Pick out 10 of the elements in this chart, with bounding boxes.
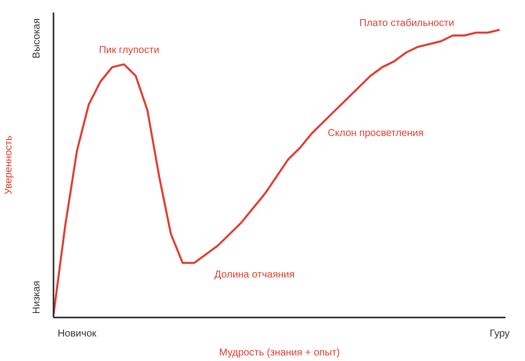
x-axis-title: Мудрость (знания + опыт) bbox=[219, 348, 340, 358]
text: Низкая bbox=[32, 280, 42, 314]
x-tick-label: Новичок bbox=[58, 328, 98, 340]
annotation: Склон просветления bbox=[328, 128, 424, 139]
y-axis-title: Уверенность bbox=[4, 135, 14, 195]
text: Плато стабильности bbox=[359, 18, 454, 30]
text: Высокая bbox=[32, 18, 42, 58]
annotation: Долина отчаяния bbox=[214, 269, 295, 280]
annotation: Пик глупости bbox=[98, 44, 160, 56]
x-tick-label: Гуру bbox=[490, 328, 510, 340]
